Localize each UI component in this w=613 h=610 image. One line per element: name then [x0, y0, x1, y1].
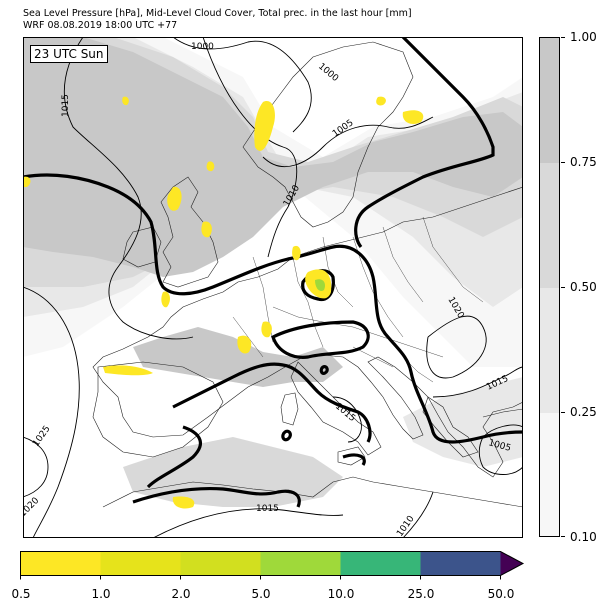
isobar-1015-east	[432, 366, 523, 398]
precip-cell	[315, 279, 325, 291]
colorbar-label: 1.00	[570, 30, 597, 44]
thick-contour-line	[23, 37, 523, 508]
precip-tick-label: 1.0	[91, 587, 111, 601]
isobar-lines	[23, 37, 523, 538]
precip-band	[340, 551, 421, 576]
precip-tick-label: 25.0	[407, 587, 435, 601]
cloud-cover-area	[133, 327, 343, 387]
cloud-cover-colorbar	[539, 37, 560, 537]
isobar-1010	[202, 37, 298, 258]
thick-contour-italy	[271, 320, 370, 359]
isobar-label: 1000	[191, 42, 214, 52]
precip-tick-label: 2.0	[171, 587, 191, 601]
coastline-continent	[92, 186, 523, 478]
coastline-north-africa	[102, 476, 523, 508]
precip-cell	[103, 365, 153, 376]
isobar-1010-south	[402, 491, 434, 538]
map-title: Sea Level Pressure [hPa], Mid-Level Clou…	[23, 8, 412, 19]
precip-cell	[172, 496, 195, 509]
colorbar-tick	[561, 287, 565, 288]
coastline-sardinia	[280, 392, 299, 426]
colorbar-label: 0.25	[570, 405, 597, 419]
isobar-1025	[23, 436, 49, 498]
precip-band	[180, 551, 261, 576]
coastline-ireland	[122, 226, 162, 268]
colorbar-label: 0.10	[570, 530, 597, 544]
precip-cell	[237, 335, 252, 354]
cloud-cover-band	[540, 163, 559, 288]
map-subtitle: WRF 08.08.2019 18:00 UTC +77	[23, 20, 178, 31]
isobar-1020-west	[23, 286, 80, 538]
precip-extend-arrow	[500, 551, 523, 576]
precip-cell	[376, 96, 386, 106]
precip-cell	[402, 110, 424, 124]
thick-contour-iberia	[146, 425, 202, 489]
coastline-sicily	[337, 446, 366, 466]
cloud-cover-band	[540, 288, 559, 413]
precip-band	[420, 551, 501, 576]
thick-contour-north	[354, 37, 495, 248]
precip-cell	[254, 101, 275, 151]
precip-cell	[261, 321, 272, 338]
colorbar-tick	[561, 412, 565, 413]
isobar-label: 1015	[61, 94, 71, 117]
precip-band	[20, 551, 101, 576]
thick-contour-main	[23, 173, 523, 444]
precip-band	[260, 551, 341, 576]
precip-tick-label: 0.5	[11, 587, 31, 601]
coastline-british-isles	[160, 176, 219, 288]
isobar-1005-east	[478, 424, 523, 475]
isobar-1020-east	[426, 315, 487, 379]
precip-band	[100, 551, 181, 576]
precip-cell	[206, 161, 215, 172]
precip-cell	[122, 96, 129, 106]
precipitation-colorbar	[20, 551, 525, 580]
weather-map: 1000 1000 1005 1010 1015 1015 1015 1015 …	[23, 37, 523, 538]
isobar-1000	[172, 37, 312, 133]
coastline-turkey	[482, 408, 523, 418]
precip-cell	[161, 291, 170, 308]
cloud-cover-band	[540, 413, 559, 536]
thick-contour-africa	[132, 487, 301, 508]
precip-tick-label: 50.0	[487, 587, 515, 601]
isobar-label: 1015	[256, 504, 279, 514]
precip-tick-label: 5.0	[251, 587, 271, 601]
isobar-1015-mid	[332, 396, 362, 443]
time-label: 23 UTC Sun	[30, 45, 108, 63]
precip-cell	[167, 186, 182, 211]
colorbar-label: 0.75	[570, 155, 597, 169]
cloud-cover-area	[403, 377, 523, 467]
precip-cell	[201, 221, 212, 238]
thick-contour-islands	[281, 365, 329, 442]
colorbar-label: 0.50	[570, 280, 597, 294]
precip-tick-label: 10.0	[327, 587, 355, 601]
colorbar-tick	[561, 162, 565, 163]
colorbar-tick	[561, 536, 565, 537]
isobar-1015-north	[63, 37, 194, 340]
thick-contour-sicily	[342, 453, 366, 466]
precip-cell	[23, 176, 31, 187]
colorbar-tick	[561, 37, 565, 38]
precip-cell	[292, 245, 301, 261]
thick-contour-med	[172, 362, 372, 443]
precipitation-layer	[23, 96, 424, 509]
coastline-iberia	[92, 361, 224, 458]
isobar-1015-south	[152, 508, 344, 538]
isobar-1005	[262, 116, 434, 168]
cloud-cover-band	[540, 38, 559, 163]
